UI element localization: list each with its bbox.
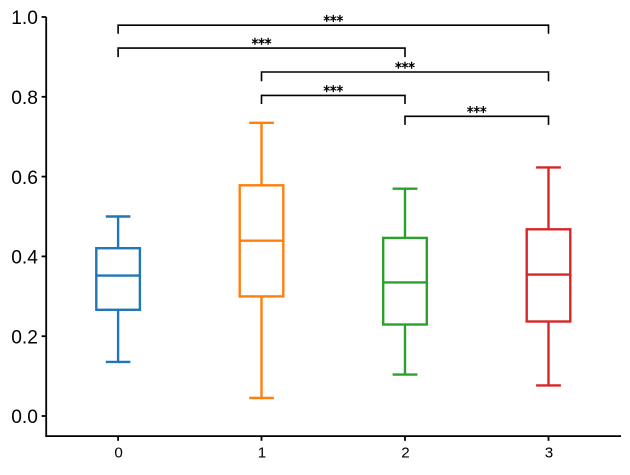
svg-text:0.0: 0.0: [11, 407, 38, 428]
svg-text:1.0: 1.0: [11, 8, 38, 29]
svg-text:0.2: 0.2: [11, 327, 38, 348]
svg-text:0.6: 0.6: [11, 168, 38, 189]
svg-text:3: 3: [545, 445, 553, 462]
svg-text:2: 2: [401, 445, 409, 462]
svg-text:0.4: 0.4: [11, 248, 38, 269]
svg-text:0: 0: [114, 445, 122, 462]
svg-text:1: 1: [258, 445, 266, 462]
svg-text:0.8: 0.8: [11, 88, 38, 109]
